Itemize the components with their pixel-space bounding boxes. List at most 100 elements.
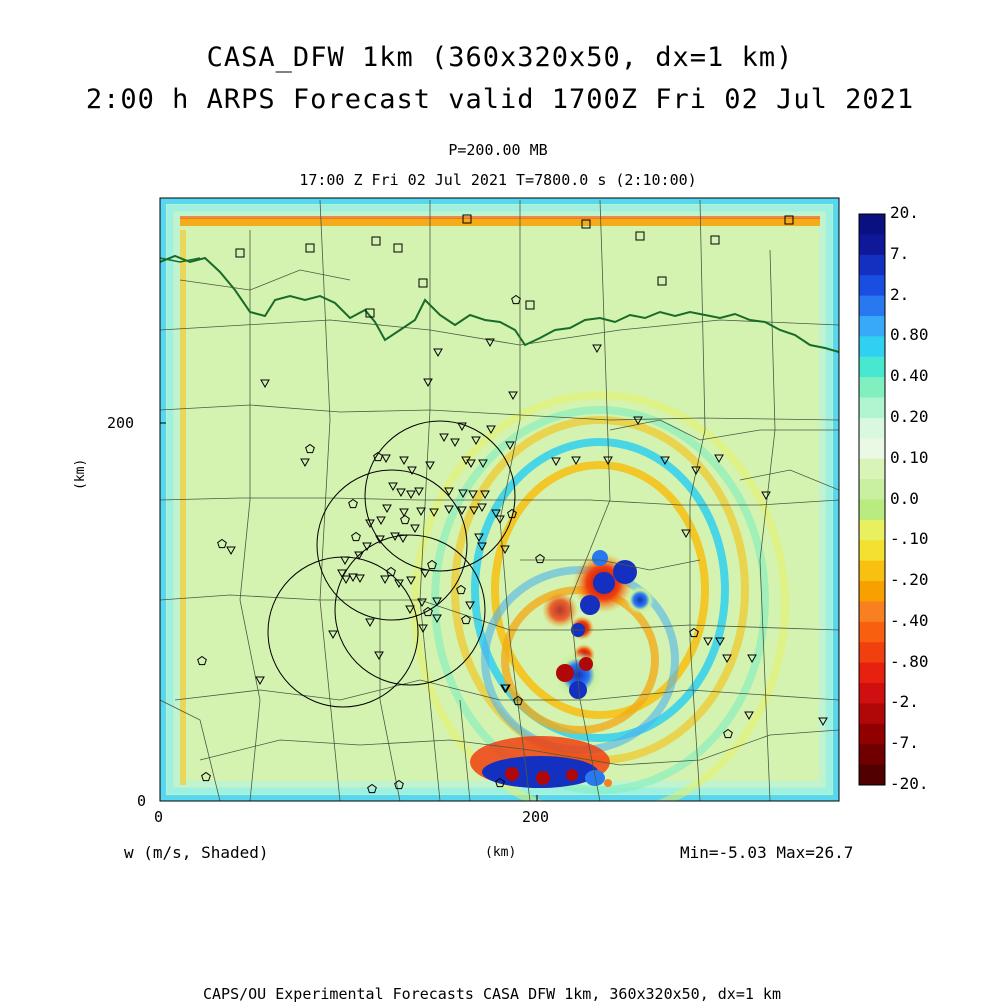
colorbar-label: 20. — [890, 203, 919, 222]
station-triangle — [465, 601, 475, 611]
field-label: w (m/s, Shaded) — [124, 843, 269, 862]
station-pentagon — [400, 514, 410, 525]
station-pentagon — [507, 508, 517, 519]
station-triangle — [348, 573, 358, 583]
station-triangle — [480, 490, 490, 500]
station-triangle — [818, 717, 828, 727]
station-triangle — [457, 506, 467, 516]
state-border — [160, 254, 839, 353]
station-triangle — [380, 575, 390, 585]
colorbar-swatch — [859, 234, 885, 256]
station-pentagon — [394, 779, 404, 790]
station-pentagon — [351, 531, 361, 542]
station-pentagon — [348, 498, 358, 509]
station-pentagon — [367, 783, 377, 794]
colorbar-swatch — [859, 642, 885, 664]
station-triangle — [260, 379, 270, 389]
station-triangle — [432, 614, 442, 624]
station-triangle — [407, 466, 417, 476]
station-pentagon — [513, 695, 523, 706]
station-pentagon — [461, 614, 471, 625]
colorbar-swatch — [859, 581, 885, 602]
station-triangle — [396, 488, 406, 498]
station-pentagons — [197, 294, 733, 794]
station-triangle — [399, 456, 409, 466]
station-triangle — [714, 454, 724, 464]
y-axis-unit: (km) — [73, 458, 88, 490]
colorbar-swatch — [859, 438, 885, 460]
station-triangle — [444, 505, 454, 515]
colorbar-swatch — [859, 540, 885, 562]
colorbar-swatch — [859, 621, 885, 643]
station-triangle — [715, 637, 725, 647]
station-triangle — [328, 630, 338, 640]
station-triangle — [500, 684, 510, 694]
station-triangle — [551, 457, 561, 467]
station-triangle — [450, 438, 460, 448]
station-triangle — [633, 416, 643, 426]
station-triangle — [416, 507, 426, 517]
station-triangle — [381, 454, 391, 464]
station-triangle — [681, 529, 691, 539]
station-triangle — [341, 575, 351, 585]
station-triangle — [300, 458, 310, 468]
colorbar-swatch — [859, 601, 885, 623]
station-triangle — [255, 676, 265, 686]
station-triangle — [362, 542, 372, 552]
station-triangle — [420, 569, 430, 579]
station-triangle — [444, 487, 454, 497]
station-pentagon — [427, 559, 437, 570]
station-triangle — [722, 654, 732, 664]
station-triangle — [474, 533, 484, 543]
station-pentagon — [201, 771, 211, 782]
x-tick-0: 0 — [154, 808, 164, 826]
station-triangle — [457, 422, 467, 432]
station-triangle — [418, 624, 428, 634]
station-triangle — [340, 556, 350, 566]
colorbar-frame — [858, 213, 886, 786]
colorbar-label: 0.40 — [890, 366, 929, 386]
station-squares — [235, 214, 794, 318]
chart-title-line1: CASA_DFW 1km (360x320x50, dx=1 km) — [206, 42, 794, 73]
station-triangle — [468, 490, 478, 500]
y-tick-200: 200 — [107, 414, 135, 432]
colorbar-swatch — [859, 377, 885, 399]
station-triangle — [744, 711, 754, 721]
station-triangle — [398, 534, 408, 544]
station-triangle — [486, 425, 496, 435]
colorbar-label: -7. — [890, 733, 919, 753]
station-triangle — [433, 348, 443, 358]
colorbar-swatch — [859, 499, 885, 521]
colorbar-label: 2. — [890, 284, 910, 304]
station-triangle — [394, 579, 404, 589]
station-triangle — [495, 515, 505, 525]
station-pentagon — [423, 606, 433, 617]
station-triangle — [337, 569, 347, 579]
colorbar-label: -2. — [890, 692, 919, 712]
station-triangle — [410, 524, 420, 534]
boundary-zone-left-band — [180, 230, 186, 785]
station-triangle — [423, 378, 433, 388]
station-triangle — [374, 651, 384, 661]
colorbar-swatch — [859, 744, 885, 766]
station-triangle — [477, 542, 487, 552]
colorbar-swatch — [859, 356, 885, 378]
colorbar-swatch — [859, 662, 885, 684]
colorbar-label: 0.20 — [890, 406, 929, 426]
colorbar-swatch — [859, 397, 885, 419]
valid-time-label: 17:00 Z Fri 02 Jul 2021 T=7800.0 s (2:10… — [299, 171, 697, 189]
station-triangle — [505, 441, 515, 451]
station-triangle — [458, 489, 468, 499]
station-pentagon — [535, 553, 545, 564]
station-pentagon — [495, 777, 505, 788]
station-triangle — [491, 509, 501, 519]
colorbar-swatch — [859, 479, 885, 500]
station-pentagon — [217, 538, 227, 549]
station-triangle — [365, 519, 375, 529]
station-triangle — [406, 490, 416, 500]
station-pentagon — [305, 443, 315, 454]
station-triangle — [703, 637, 713, 647]
colorbar-swatch — [859, 703, 885, 725]
colorbar-label: -.80 — [890, 651, 929, 671]
